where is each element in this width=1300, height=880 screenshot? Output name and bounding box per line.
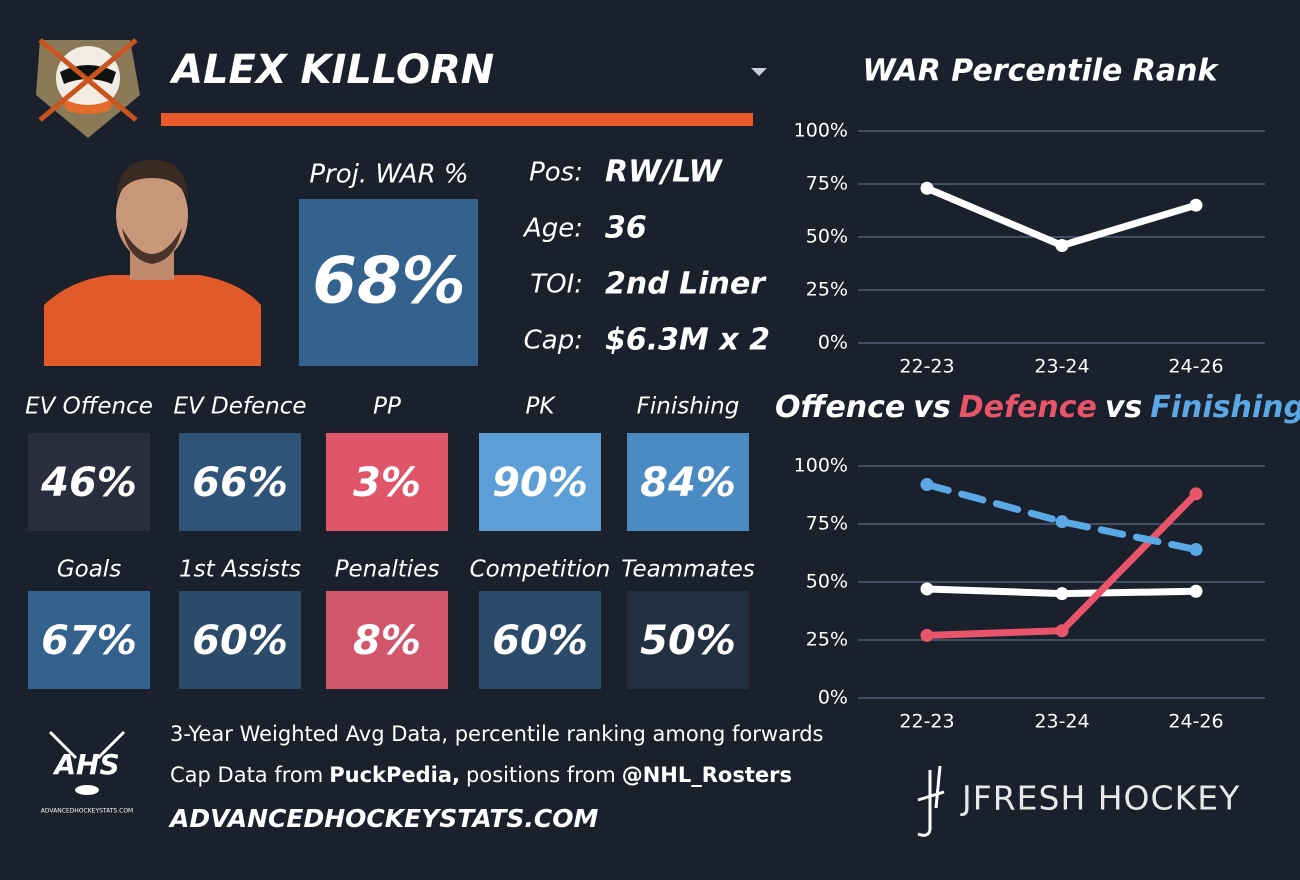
x-tick-label: 22-23	[899, 356, 954, 378]
info-value: $6.3M x 2	[605, 323, 770, 358]
tile	[479, 591, 601, 689]
title-joiner: vs	[913, 390, 950, 425]
tile	[28, 433, 150, 531]
tile-value: 3%	[353, 460, 421, 506]
tile-value: 67%	[41, 618, 137, 664]
point	[1055, 587, 1069, 601]
tile-label: Finishing	[637, 394, 740, 420]
y-tick-label: 0%	[818, 687, 848, 709]
tile	[479, 433, 601, 531]
tile-value: 60%	[192, 618, 288, 664]
tile-value: 90%	[492, 460, 588, 506]
legend-entry: Offence	[775, 390, 905, 425]
point	[920, 582, 934, 596]
x-tick-label: 22-23	[899, 711, 954, 733]
y-tick-label: 100%	[794, 120, 848, 142]
y-tick-label: 75%	[806, 173, 848, 195]
y-tick-label: 25%	[806, 629, 848, 651]
player-photo	[44, 150, 261, 366]
point	[1055, 624, 1069, 638]
chart-title: Offence vs Defence vs Finishing	[775, 390, 1300, 425]
tile	[326, 433, 448, 531]
tile	[627, 433, 749, 531]
team-logo	[36, 38, 140, 138]
info-value: 36	[605, 211, 647, 246]
tile-label: Penalties	[335, 557, 440, 583]
credit-part: @NHL_Rosters	[622, 763, 792, 787]
chart-title: WAR Percentile Rank	[863, 54, 1220, 89]
jfresh-logo	[917, 765, 945, 837]
tile	[179, 433, 301, 531]
info-label: TOI:	[530, 270, 583, 300]
x-tick-label: 23-24	[1034, 356, 1089, 378]
tile-label: 1st Assists	[179, 557, 301, 583]
point	[1189, 487, 1203, 501]
dropdown-toggle[interactable]	[751, 68, 767, 76]
credit-part: positions from	[466, 763, 616, 787]
x-tick-label: 24-26	[1168, 356, 1223, 378]
tile-value: 50%	[640, 618, 736, 664]
legend-entry: Defence	[959, 390, 1097, 425]
name-underline	[161, 113, 753, 126]
tile-value: 8%	[353, 618, 421, 664]
y-tick-label: 50%	[806, 571, 848, 593]
point	[920, 628, 934, 642]
site-url: ADVANCEDHOCKEYSTATS.COM	[168, 804, 599, 833]
ahs-logo	[48, 730, 126, 795]
tile-label: Competition	[470, 557, 611, 583]
tile-label: EV Offence	[25, 394, 153, 420]
player-name: ALEX KILLORN	[169, 47, 494, 93]
y-tick-label: 75%	[806, 513, 848, 535]
point	[1189, 543, 1203, 557]
series-line	[923, 481, 1200, 554]
tile-label: Goals	[57, 557, 121, 583]
x-tick-label: 24-26	[1168, 711, 1223, 733]
proj-box	[299, 199, 478, 366]
ahs-logo-caption: ADVANCEDHOCKEYSTATS.COM	[41, 808, 133, 815]
tile-value: 46%	[40, 460, 137, 506]
tile-value: 66%	[192, 460, 288, 506]
tile	[326, 591, 448, 689]
footer-note: 3-Year Weighted Avg Data, percentile ran…	[170, 722, 824, 746]
ahs-logo-text: AHS	[52, 748, 119, 781]
brand: JFRESH HOCKEY	[960, 779, 1240, 818]
tile-value: 60%	[492, 618, 588, 664]
info-value: 2nd Liner	[605, 267, 767, 302]
title-joiner: vs	[1105, 390, 1142, 425]
proj-label: Proj. WAR %	[309, 160, 468, 190]
proj-value: 68%	[312, 245, 465, 319]
y-tick-label: 25%	[806, 279, 848, 301]
credit-part: PuckPedia,	[329, 763, 460, 787]
y-tick-label: 100%	[794, 455, 848, 477]
tile	[28, 591, 150, 689]
info-label: Cap:	[524, 326, 583, 356]
tile	[627, 591, 749, 689]
info-label: Age:	[522, 214, 583, 244]
legend-entry: Finishing	[1150, 390, 1300, 425]
x-tick-label: 23-24	[1034, 711, 1089, 733]
point	[1189, 198, 1203, 212]
credit-part: Cap Data from	[170, 763, 323, 787]
tile-label: PP	[373, 394, 401, 420]
footer-credits: Cap Data from PuckPedia, positions from @NH…	[170, 763, 792, 787]
point	[920, 478, 934, 492]
point	[920, 181, 934, 195]
tile-label: PK	[526, 394, 557, 420]
y-tick-label: 0%	[818, 332, 848, 354]
tile-value: 84%	[640, 460, 736, 506]
y-tick-label: 50%	[806, 226, 848, 248]
point	[1055, 515, 1069, 529]
point	[1189, 584, 1203, 598]
tile	[179, 591, 301, 689]
tile-label: Teammates	[621, 557, 755, 583]
point	[1055, 238, 1069, 252]
tile-label: EV Defence	[173, 394, 306, 420]
info-label: Pos:	[529, 158, 583, 188]
info-value: RW/LW	[605, 155, 724, 190]
